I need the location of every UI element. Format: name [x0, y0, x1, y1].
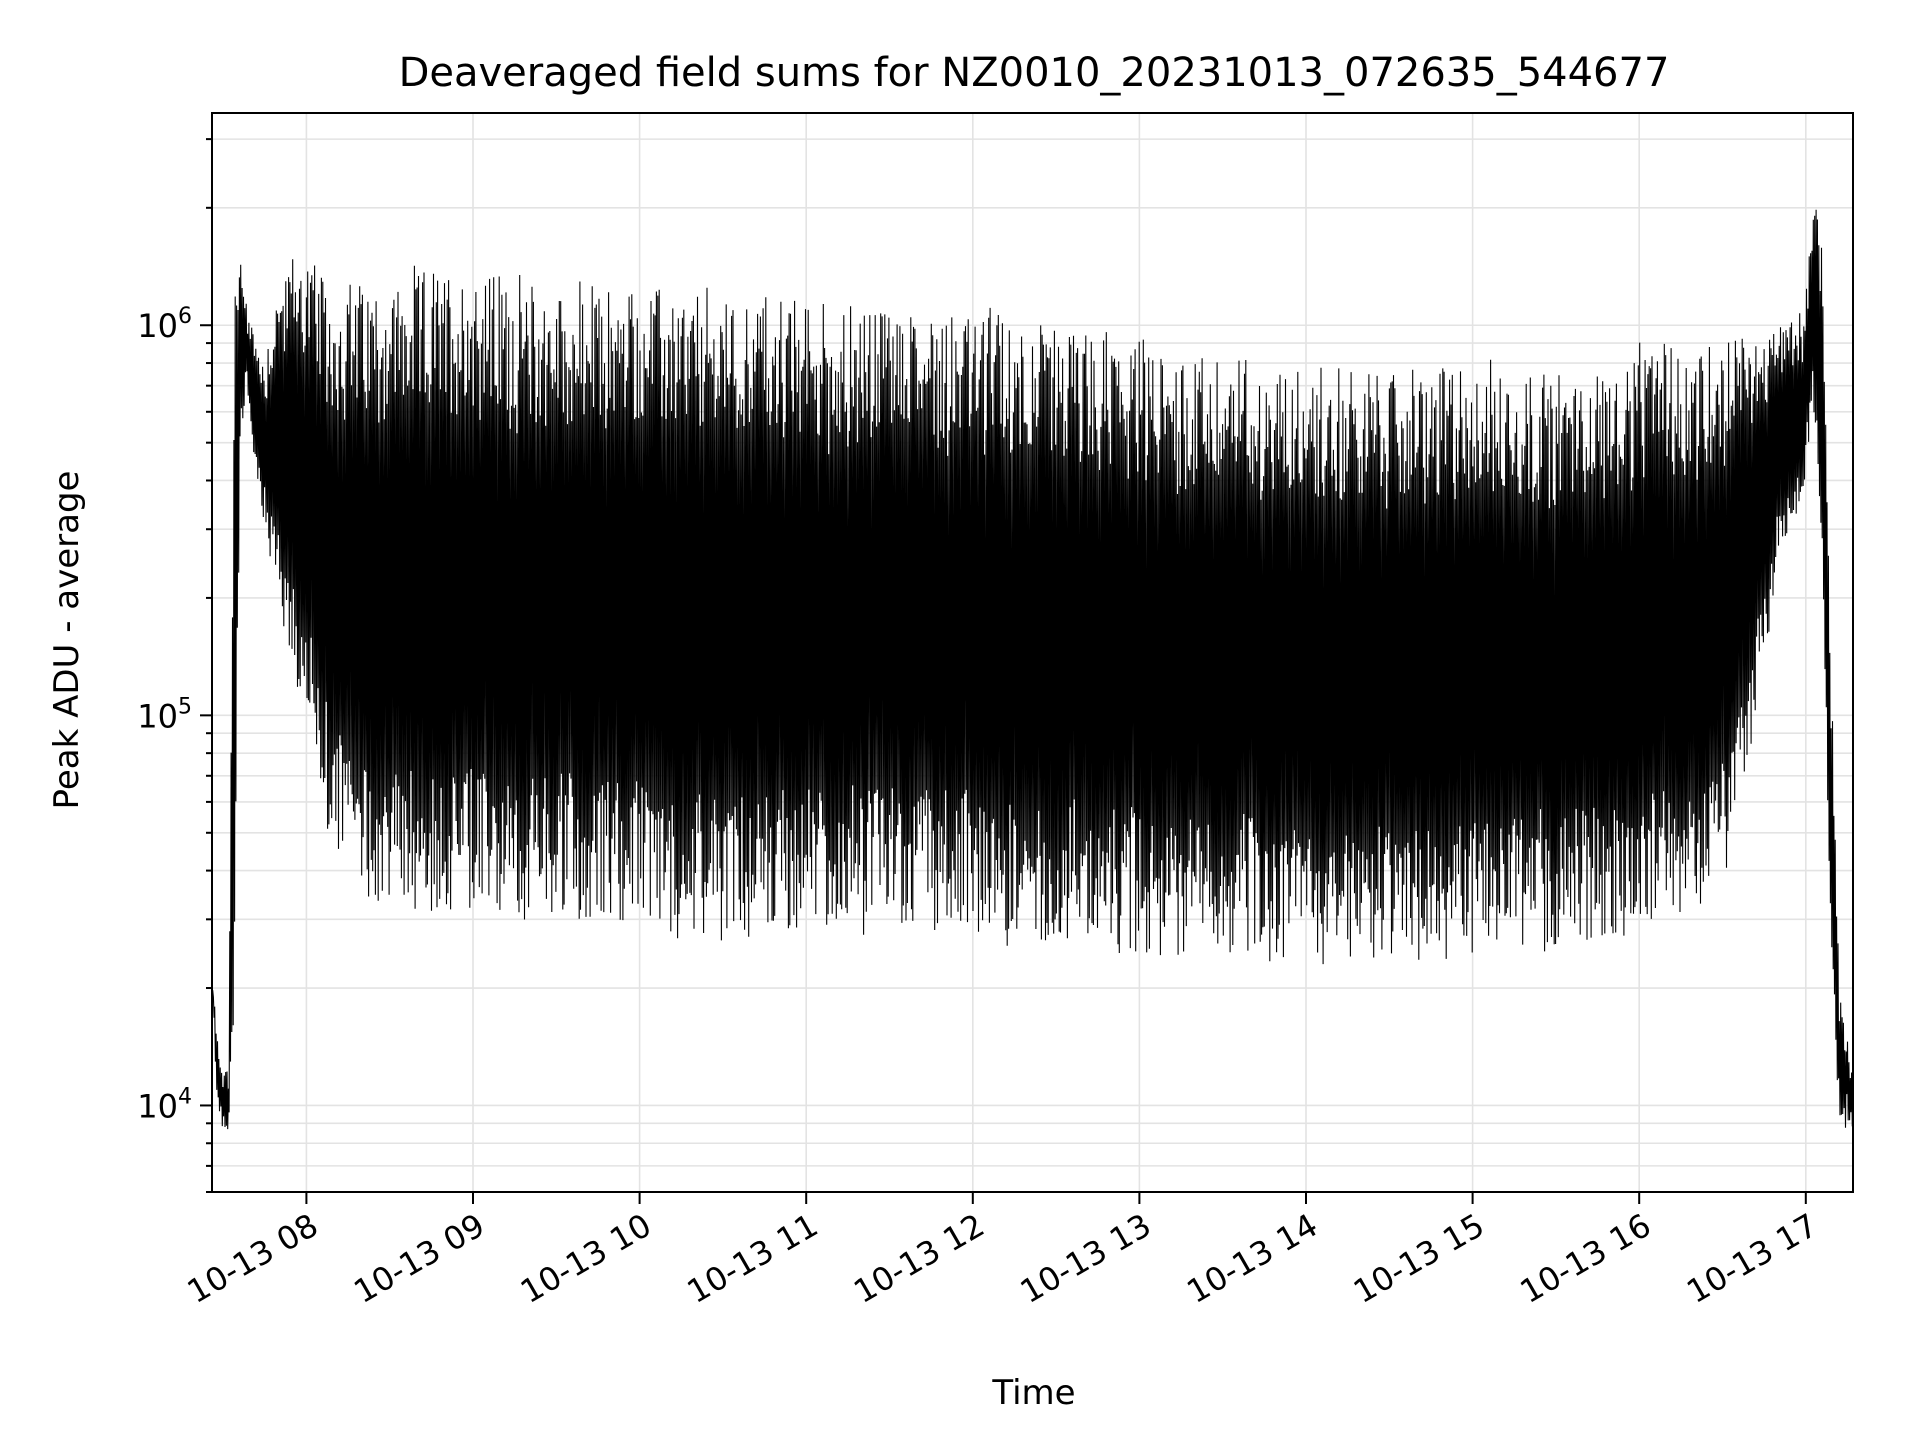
x-tick-label: 10-13 08 [181, 1206, 325, 1311]
plot-area-frame [211, 112, 1854, 1193]
y-tick-label: 104 [137, 1084, 192, 1125]
x-tick-label: 10-13 17 [1680, 1206, 1824, 1311]
series-layer [211, 209, 1854, 1130]
x-tick-label: 10-13 14 [1180, 1206, 1324, 1311]
x-tick-label: 10-13 15 [1347, 1206, 1491, 1311]
x-tick-label: 10-13 11 [681, 1206, 825, 1311]
x-tick-label: 10-13 12 [847, 1206, 991, 1311]
x-axis-label: Time [991, 1373, 1075, 1413]
x-tick-label: 10-13 16 [1514, 1206, 1658, 1311]
y-tick-label: 106 [137, 304, 192, 345]
y-tick-label: 105 [137, 694, 192, 735]
y-axis-label: Peak ADU - average [47, 471, 87, 810]
x-tick-label: 10-13 13 [1014, 1206, 1158, 1311]
chart-title: Deaveraged field sums for NZ0010_2023101… [399, 50, 1670, 96]
x-tick-label: 10-13 10 [514, 1206, 658, 1311]
series-line [211, 209, 1854, 1130]
x-axis: 10-13 08 10-13 09 10-13 10 10-13 11 10-13 12… [181, 1192, 1824, 1311]
x-tick-label: 10-13 09 [347, 1206, 491, 1311]
y-axis: 104 105 106 [137, 138, 212, 1193]
